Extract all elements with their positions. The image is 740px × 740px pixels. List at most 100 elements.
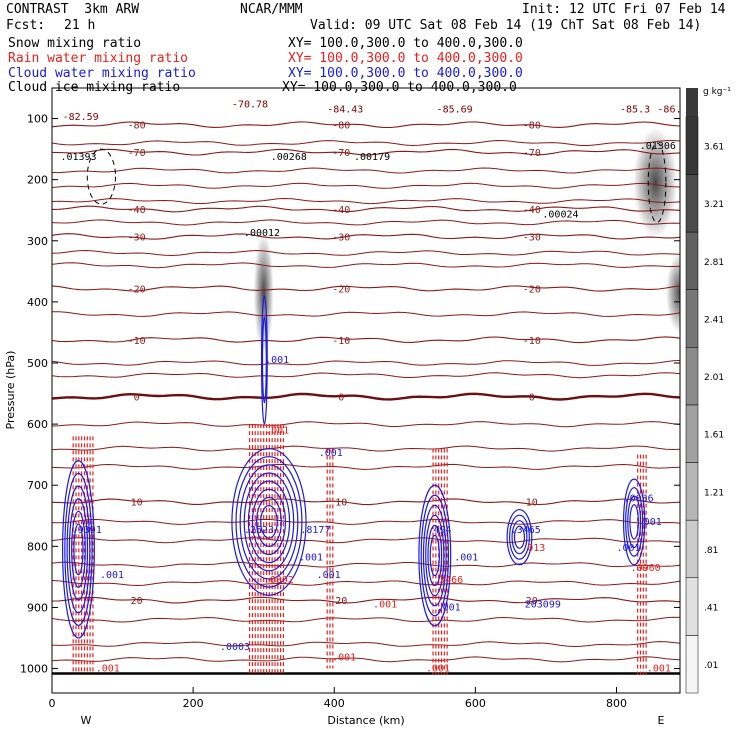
temperature-contour--10 [52,336,680,344]
colorbar-swatch [685,231,699,290]
temperature-contour-10 [52,498,680,506]
temperature-contour [52,219,680,226]
cloud-water-contour [420,494,450,617]
temperature-contour [52,360,680,366]
ice-contour [647,142,667,223]
extremum-label: .001 [265,425,289,436]
x-tick-label: 800 [606,697,627,710]
extremum-label: .001 [454,552,478,563]
extremum-label: .001 [265,355,289,366]
cloud-water-contour [256,496,282,547]
snow-ice-shading [253,232,274,353]
cloud-water-contour [247,480,291,564]
contour-label: 20 [526,596,538,607]
extremum-label: .001 [616,543,640,554]
temperature-contour [52,616,680,623]
extremum-label: .001 [319,448,343,459]
contour-label: -80 [128,121,146,132]
temperature-contour [52,537,680,544]
colorbar-label: 1.21 [704,488,724,498]
colorbar-label: .41 [704,604,718,614]
temperature-contour--30 [52,233,680,240]
cloud-water-contour [66,485,91,614]
contour-label: -80 [332,121,350,132]
colorbar-top [686,88,698,117]
contour-label: -20 [332,284,350,295]
extremum-label: -86.1 [657,104,687,115]
temperature-contour [52,167,680,174]
contour-label: 20 [131,596,143,607]
cloud-water-contour [260,295,268,425]
contour-label: -30 [128,233,146,244]
extremum-label: -84.43 [327,104,363,115]
cloud-water-contour [622,478,646,566]
contour-label: -40 [523,205,541,216]
extremum-label: .001 [332,653,356,664]
contour-label: 0 [134,393,140,404]
colorbar-label: 2.01 [704,373,724,383]
extremum-label: .001 [647,664,671,675]
contour-label: -10 [332,336,350,347]
colorbar-label: 1.61 [704,431,724,441]
extremum-label: 203099 [525,599,561,610]
extremum-label: .001 [437,603,461,614]
extremum-label: .0960 [631,563,661,574]
y-tick-label: 1000 [20,663,48,676]
cloud-water-contour [627,495,642,549]
y-axis-label: Pressure (hPa) [4,351,17,430]
colorbar-label: 2.81 [704,258,724,268]
extremum-label: .001 [373,599,397,610]
extremum-label: .3466 [433,575,463,586]
temperature-contour [52,656,680,663]
init-time: Init: 12 UTC Fri 07 Feb 14 [522,2,726,17]
cloud-water-contour [429,534,440,577]
cloud-water-contour [427,524,443,587]
y-tick-label: 300 [27,235,48,248]
cloud-water-contour [243,472,295,572]
temperature-contour--70 [52,148,680,156]
temperature-contour [52,182,680,189]
contour-label: 20 [335,596,347,607]
y-tick-label: 100 [27,113,48,126]
contour-label: -20 [523,284,541,295]
extremum-label: .001 [317,570,341,581]
cloud-water-contour [508,514,530,560]
cloud-water-contour [422,504,447,607]
x-tick-label: 400 [324,697,345,710]
cloud-water-contour [73,523,84,576]
extremum-label: .01393 [60,152,96,163]
ice-contour [86,148,117,205]
extremum-label: -70.78 [232,100,268,111]
contour-label: -80 [523,121,541,132]
extremum-label: .013 [521,543,545,554]
field-name-rain: Rain water mixing ratio [8,51,189,66]
colorbar-unit: g kg⁻¹ [703,87,731,97]
field-xy-rain: XY= 100.0,300.0 to 400.0,300.0 [288,51,523,66]
colorbar-swatch [685,519,699,579]
colorbar-swatch [685,116,699,175]
temperature-contour--80 [52,121,680,129]
contour-label: -70 [128,148,146,159]
extremum-label: .001 [299,552,323,563]
contour-label: -30 [523,233,541,244]
east-label: E [658,714,665,727]
extremum-label: .001 [638,517,662,528]
contour-label: -10 [128,336,146,347]
contour-label: 0 [529,393,535,404]
extremum-label: -82.59 [63,112,99,123]
colorbar-swatch [685,635,699,694]
contour-label: -70 [523,148,541,159]
y-tick-label: 800 [27,540,48,553]
temperature-contour [52,421,680,428]
extremum-label: -85.3 [620,104,650,115]
extremum-label: .494 [427,525,451,536]
colorbar-swatch [685,289,699,348]
colorbar-swatch [685,404,699,463]
contour-label: -40 [128,205,146,216]
cloud-water-contour [61,460,95,639]
cloud-water-contour [418,484,452,627]
cloud-water-contour [64,472,93,626]
forecast-hour: 21 h [64,18,96,33]
